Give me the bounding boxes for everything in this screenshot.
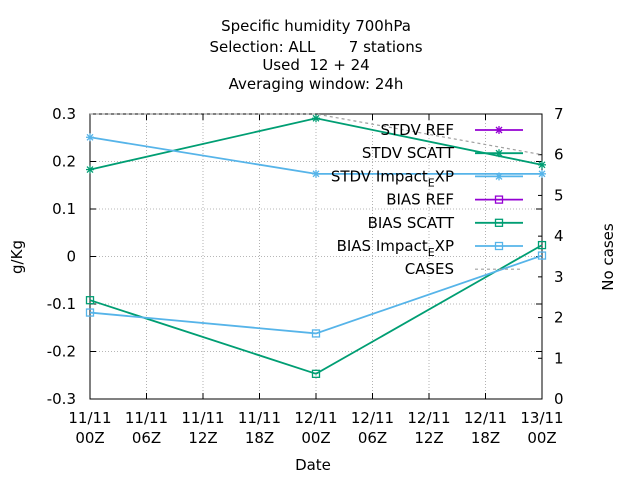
legend-label: BIAS ImpactEXP xyxy=(337,237,454,259)
x-tick-label: 06Z xyxy=(358,429,387,447)
y-tick-label: -0.3 xyxy=(47,390,76,408)
data-point xyxy=(537,240,547,250)
x-tick-label: 11/11 xyxy=(68,409,111,427)
data-point xyxy=(495,149,503,158)
data-point xyxy=(86,133,94,142)
x-tick-label: 12/11 xyxy=(351,409,394,427)
y-tick-label: 0.3 xyxy=(52,105,76,123)
legend-label: CASES xyxy=(405,260,454,278)
point-stroke xyxy=(495,149,503,157)
legend-label: STDV SCATT xyxy=(362,144,455,162)
point-stroke xyxy=(312,114,320,122)
series-line xyxy=(90,113,543,156)
y-tick-label: 0.2 xyxy=(52,153,76,171)
data-point xyxy=(495,172,503,181)
legend-label: BIAS REF xyxy=(386,191,454,209)
point-stroke xyxy=(538,170,546,178)
data-point xyxy=(311,329,321,338)
point-stroke xyxy=(538,161,546,169)
title-line: Used 12 + 24 xyxy=(262,56,369,74)
y-tick-label: -0.1 xyxy=(47,295,76,313)
data-point xyxy=(495,126,503,134)
data-point xyxy=(494,218,504,227)
series-line xyxy=(89,244,543,375)
y2-tick-label: 1 xyxy=(554,349,564,367)
point-stroke xyxy=(495,126,503,134)
data-point xyxy=(538,169,546,178)
point-stroke xyxy=(86,166,94,174)
x-tick-label: 11/11 xyxy=(125,409,168,427)
y-tick-label: 0 xyxy=(66,248,76,266)
data-point xyxy=(85,296,95,305)
legend: STDV REF STDV SCATT STDV ImpactEXP BIAS REF… xyxy=(331,121,523,278)
y-axis-label: g/Kg xyxy=(8,240,26,274)
x-tick-label: 00Z xyxy=(527,429,556,447)
x-tick-label: 00Z xyxy=(301,429,330,447)
point-stroke xyxy=(86,133,94,141)
data-point xyxy=(494,241,504,251)
x-tick-label: 18Z xyxy=(471,429,500,447)
chart-title: Specific humidity 700hPa Selection: ALL … xyxy=(209,17,422,93)
data-point xyxy=(537,251,547,260)
y2-tick-label: 7 xyxy=(554,105,564,123)
x-tick-label: 11/11 xyxy=(238,409,281,427)
y2-tick-label: 3 xyxy=(554,268,564,286)
legend-label: STDV ImpactEXP xyxy=(331,167,454,189)
x-tick-label: 12/11 xyxy=(294,409,337,427)
series-line xyxy=(89,254,543,335)
y2-tick-label: 5 xyxy=(554,186,564,204)
data-point xyxy=(538,160,546,169)
y-tick-label: 0.1 xyxy=(52,200,76,218)
x-tick-label: 18Z xyxy=(245,429,274,447)
data-point xyxy=(312,169,320,178)
data-point xyxy=(312,114,320,123)
legend-label: STDV REF xyxy=(380,121,454,139)
data-point xyxy=(86,165,94,174)
y-tick-label: -0.2 xyxy=(47,343,76,361)
x-tick-label: 11/11 xyxy=(181,409,224,427)
x-tick-label: 00Z xyxy=(75,429,104,447)
point-stroke xyxy=(495,172,503,180)
point-stroke xyxy=(312,170,320,178)
x-tick-label: 13/11 xyxy=(520,409,563,427)
x-tick-label: 06Z xyxy=(132,429,161,447)
y2-tick-label: 0 xyxy=(554,390,564,408)
grid xyxy=(90,114,542,399)
x-axis-label: Date xyxy=(295,456,331,474)
title-line: Specific humidity 700hPa xyxy=(221,17,411,35)
x-tick-label: 12/11 xyxy=(464,409,507,427)
y2-tick-label: 2 xyxy=(554,309,564,327)
data-point xyxy=(85,308,95,317)
y2-axis-label: No cases xyxy=(599,223,617,291)
title-line: Averaging window: 24h xyxy=(229,75,404,93)
y2-tick-label: 6 xyxy=(554,146,564,164)
data-point xyxy=(494,195,504,204)
data-point xyxy=(311,369,321,378)
x-tick-label: 12Z xyxy=(188,429,217,447)
x-tick-label: 12/11 xyxy=(407,409,450,427)
legend-label: BIAS SCATT xyxy=(368,214,455,232)
axes: -0.3 -0.2 -0.1 0 0.1 0.2 0.3 0 1 2 3 4 5 6 7 11/11 00Z 11… xyxy=(47,105,564,447)
title-line: Selection: ALL 7 stations xyxy=(209,38,422,56)
y2-tick-label: 4 xyxy=(554,227,564,245)
x-tick-label: 12Z xyxy=(414,429,443,447)
series-layer xyxy=(85,113,547,378)
